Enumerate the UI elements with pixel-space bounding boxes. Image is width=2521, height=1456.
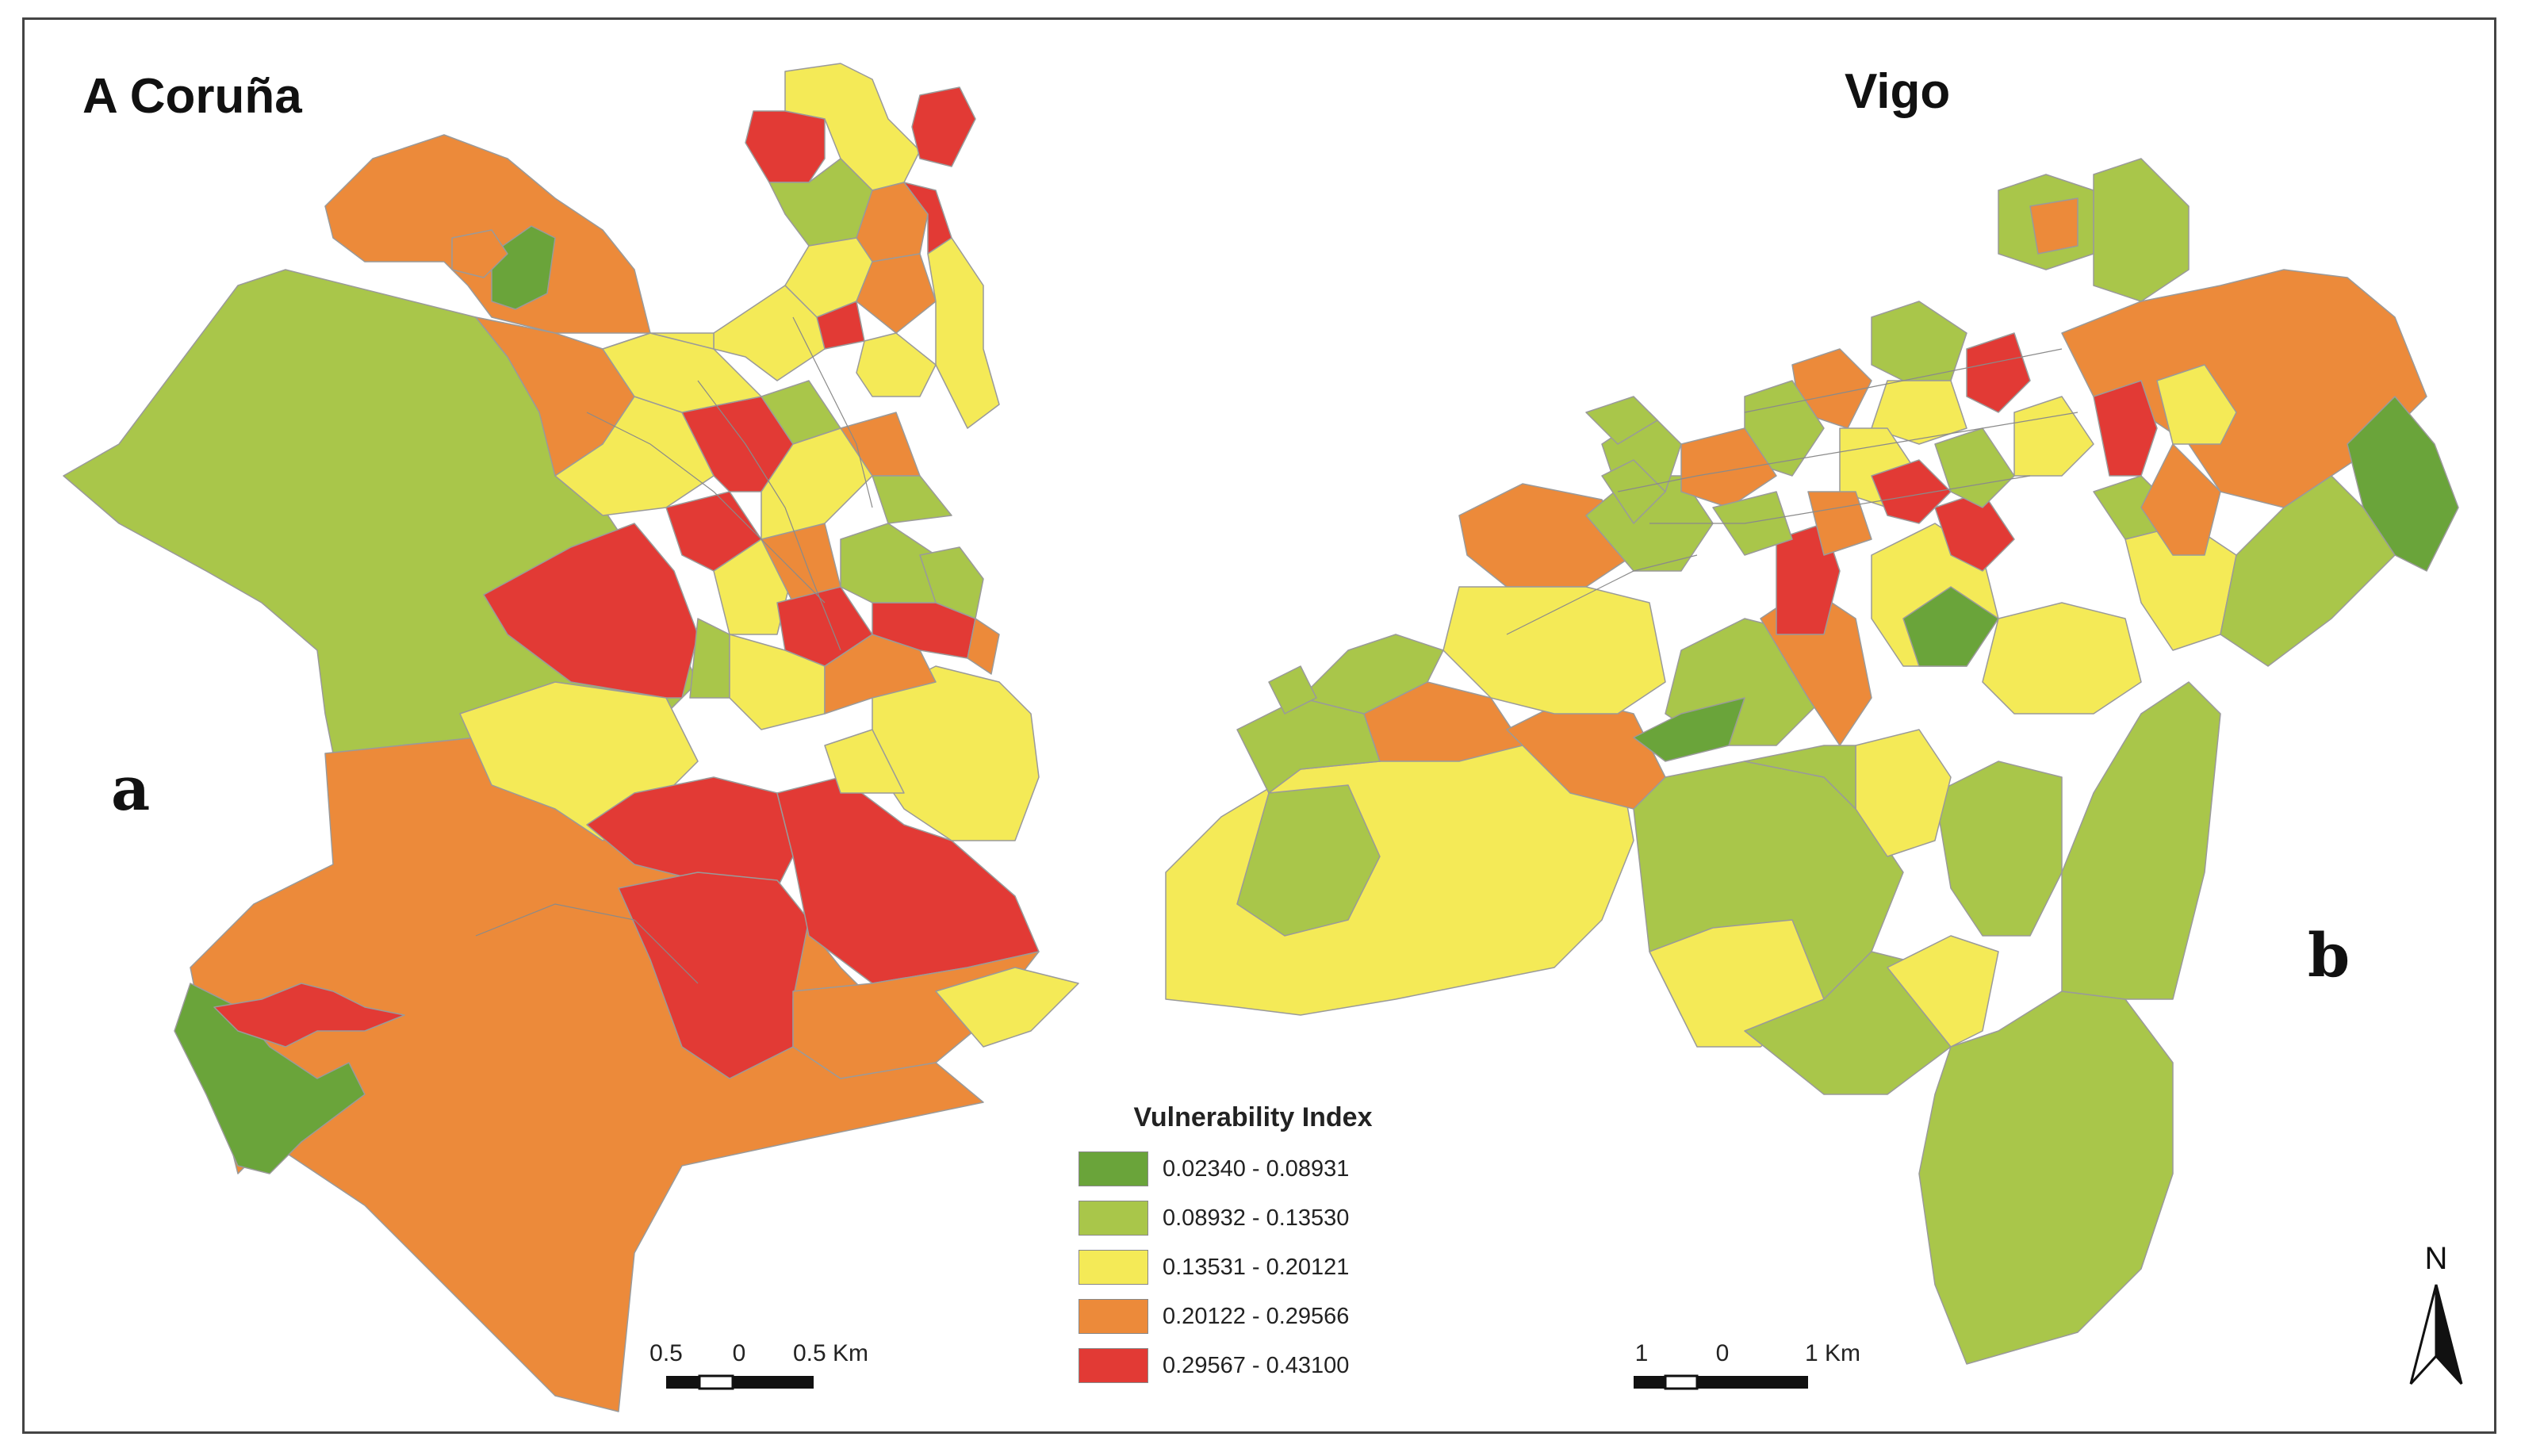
district-polygon bbox=[872, 475, 952, 524]
legend-item: 0.29567 - 0.43100 bbox=[1079, 1341, 1427, 1390]
district-polygon bbox=[1712, 491, 1793, 556]
district-polygon bbox=[1902, 586, 1999, 667]
district-polygon bbox=[1887, 935, 1999, 1048]
district-polygon bbox=[213, 983, 405, 1048]
street-line bbox=[1649, 475, 2031, 524]
legend-swatch bbox=[1079, 1299, 1148, 1334]
scale-bar-segment bbox=[733, 1376, 766, 1389]
district-polygon bbox=[1680, 427, 1777, 508]
street-line bbox=[1617, 412, 2078, 492]
legend-label: 0.02340 - 0.08931 bbox=[1163, 1155, 1350, 1182]
scale-bar-segment bbox=[666, 1376, 699, 1389]
district-polygon bbox=[1744, 745, 1856, 810]
district-polygon bbox=[2156, 364, 2237, 445]
street-line bbox=[586, 412, 826, 603]
district-polygon bbox=[1442, 586, 1666, 715]
district-polygon bbox=[856, 332, 937, 397]
district-polygon bbox=[483, 523, 699, 699]
legend-swatch bbox=[1079, 1151, 1148, 1186]
a-coruna-map bbox=[63, 63, 1079, 1412]
district-polygon bbox=[872, 665, 1040, 841]
north-arrow-label: N bbox=[2425, 1241, 2448, 1276]
district-polygon bbox=[2029, 197, 2078, 255]
district-polygon bbox=[824, 729, 905, 794]
scale-label-end: 1 Km bbox=[1805, 1340, 1860, 1366]
district-polygon bbox=[451, 229, 508, 278]
district-polygon bbox=[1807, 491, 1872, 556]
district-polygon bbox=[1300, 634, 1444, 715]
legend: Vulnerability Index 0.02340 - 0.08931 0.… bbox=[1079, 1102, 1427, 1390]
legend-swatch bbox=[1079, 1201, 1148, 1236]
scale-bar-right: 1 0 1 Km bbox=[1634, 1340, 1860, 1390]
scale-bar-left: 0.5 0 0.5 Km bbox=[649, 1340, 868, 1390]
district-polygon bbox=[856, 253, 937, 334]
legend-item: 0.02340 - 0.08931 bbox=[1079, 1144, 1427, 1194]
scale-label-start: 0.5 bbox=[649, 1340, 683, 1366]
scale-bar-segment bbox=[698, 1374, 734, 1390]
legend-title: Vulnerability Index bbox=[1133, 1102, 1373, 1132]
district-polygon bbox=[1934, 761, 2063, 937]
north-arrow-shade bbox=[2435, 1284, 2463, 1385]
district-polygon bbox=[2140, 443, 2221, 556]
district-polygon bbox=[1458, 483, 1634, 588]
district-polygon bbox=[602, 332, 715, 350]
district-polygon bbox=[1982, 602, 2142, 715]
district-polygon bbox=[1871, 459, 1952, 524]
street-line bbox=[1506, 554, 1698, 635]
legend-label: 0.13531 - 0.20121 bbox=[1163, 1254, 1350, 1280]
legend-label: 0.20122 - 0.29566 bbox=[1163, 1303, 1350, 1329]
scale-label-end: 0.5 Km bbox=[793, 1340, 868, 1366]
map-title-vigo: Vigo bbox=[1845, 64, 1951, 119]
district-polygon bbox=[1633, 697, 1745, 762]
scale-label-start: 1 bbox=[1635, 1340, 1649, 1366]
district-polygon bbox=[927, 237, 1000, 429]
district-polygon bbox=[967, 618, 1000, 675]
legend-label: 0.08932 - 0.13530 bbox=[1163, 1205, 1350, 1231]
district-polygon bbox=[1268, 665, 1317, 715]
district-polygon bbox=[1585, 396, 1658, 445]
north-arrow: N bbox=[2409, 1241, 2463, 1385]
street-line bbox=[475, 903, 699, 984]
district-polygon bbox=[1966, 332, 2031, 413]
district-polygon bbox=[745, 110, 826, 183]
legend-item: 0.08932 - 0.13530 bbox=[1079, 1194, 1427, 1243]
district-polygon bbox=[2093, 158, 2190, 302]
district-polygon bbox=[935, 967, 1079, 1048]
legend-item: 0.13531 - 0.20121 bbox=[1079, 1243, 1427, 1292]
district-polygon bbox=[2013, 396, 2094, 477]
district-polygon bbox=[919, 546, 984, 619]
district-polygon bbox=[1871, 301, 1967, 381]
district-polygon bbox=[1934, 427, 2015, 508]
legend-label: 0.29567 - 0.43100 bbox=[1163, 1352, 1350, 1378]
scale-label-zero: 0 bbox=[1716, 1340, 1730, 1366]
legend-swatch bbox=[1079, 1250, 1148, 1285]
scale-bar-segment bbox=[766, 1376, 814, 1389]
district-polygon bbox=[2061, 681, 2221, 1000]
district-polygon bbox=[1601, 459, 1666, 524]
scale-bar-segment bbox=[1664, 1374, 1699, 1390]
north-arrow-icon bbox=[2409, 1284, 2438, 1385]
district-polygon bbox=[1236, 784, 1381, 937]
district-polygon bbox=[1871, 380, 1967, 445]
district-polygon bbox=[491, 225, 556, 310]
panel-letter-a: a bbox=[111, 753, 151, 824]
panel-letter-b: b bbox=[2308, 920, 2351, 990]
district-polygon bbox=[1918, 990, 2174, 1365]
legend-item: 0.20122 - 0.29566 bbox=[1079, 1292, 1427, 1341]
vigo-map bbox=[1165, 158, 2459, 1365]
legend-swatch bbox=[1079, 1348, 1148, 1383]
district-polygon bbox=[2093, 380, 2158, 477]
street-line bbox=[792, 316, 873, 508]
street-line bbox=[697, 380, 841, 651]
map-title-a-coruna: A Coruña bbox=[82, 69, 302, 124]
scale-bar-segment bbox=[1729, 1376, 1808, 1389]
district-polygon bbox=[2220, 475, 2396, 667]
district-polygon bbox=[911, 86, 976, 167]
scale-bar-segment bbox=[1697, 1376, 1729, 1389]
scale-bar-segment bbox=[1634, 1376, 1665, 1389]
street-line bbox=[1744, 348, 2063, 413]
district-polygon bbox=[840, 523, 937, 603]
scale-label-zero: 0 bbox=[733, 1340, 746, 1366]
